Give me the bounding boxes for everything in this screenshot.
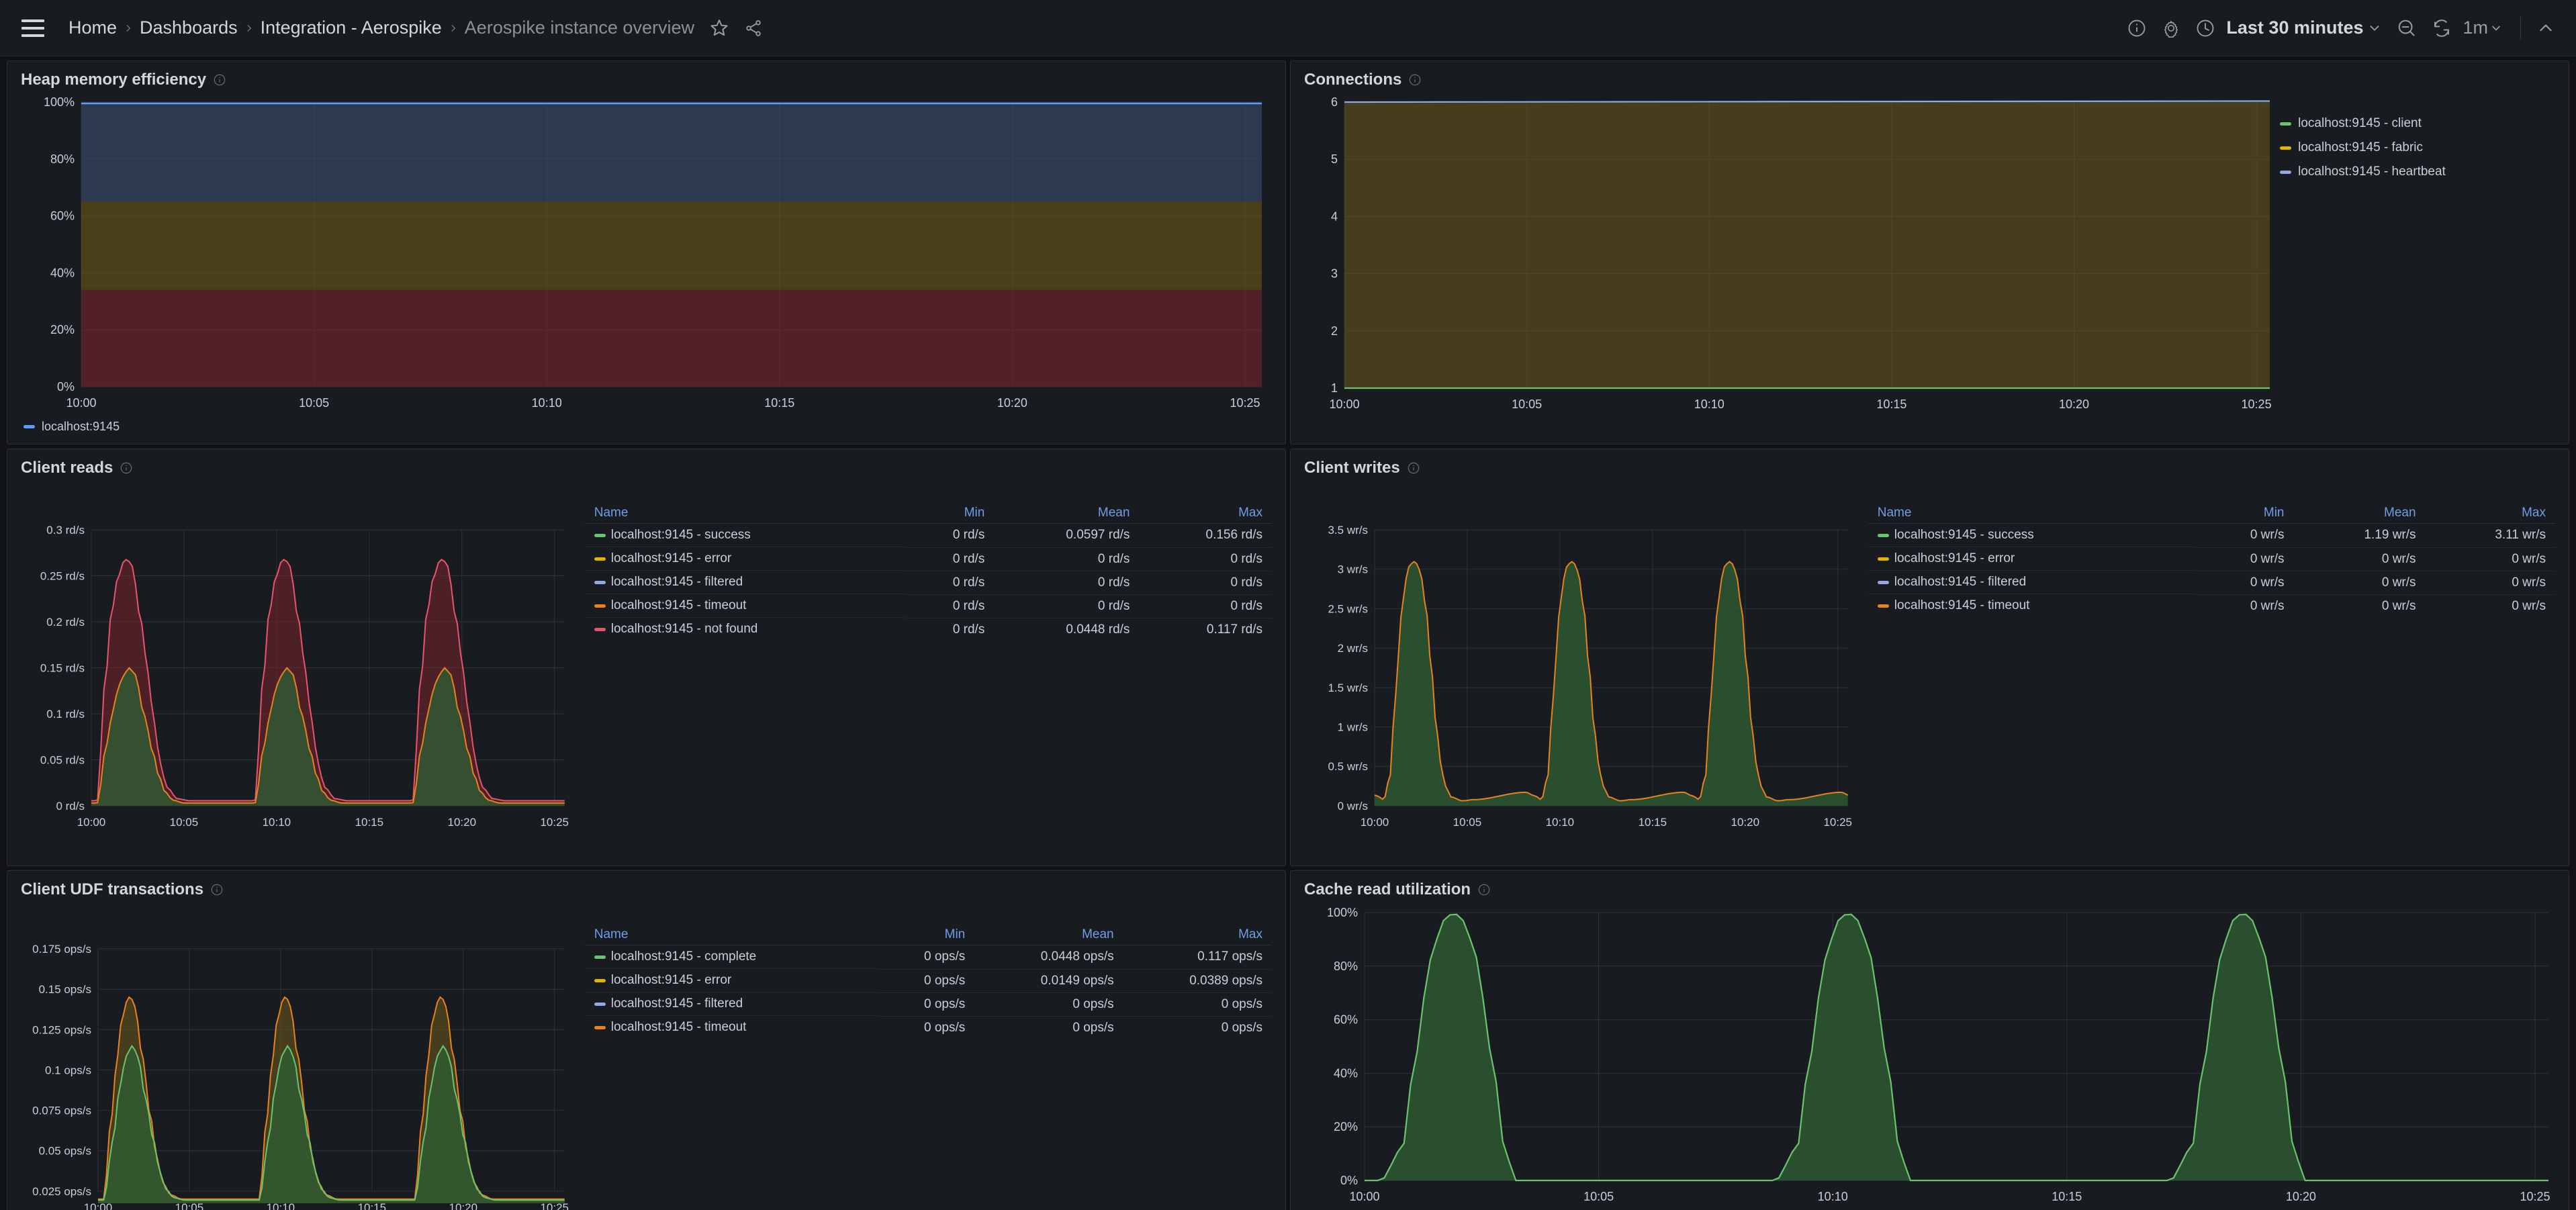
svg-text:3 wr/s: 3 wr/s [1338, 563, 1368, 576]
svg-text:10:15: 10:15 [1876, 398, 1906, 411]
svg-text:80%: 80% [50, 152, 75, 166]
svg-text:1: 1 [1331, 381, 1338, 395]
svg-text:10:25: 10:25 [1823, 816, 1852, 829]
svg-text:0.025 ops/s: 0.025 ops/s [32, 1185, 91, 1198]
svg-text:1.5 wr/s: 1.5 wr/s [1328, 682, 1367, 694]
svg-text:10:10: 10:10 [532, 396, 562, 410]
svg-text:0.15 ops/s: 0.15 ops/s [39, 983, 91, 996]
svg-text:0 rd/s: 0 rd/s [56, 800, 84, 812]
svg-text:0 wr/s: 0 wr/s [1338, 800, 1368, 812]
svg-text:10:10: 10:10 [1818, 1190, 1848, 1203]
svg-text:3.5 wr/s: 3.5 wr/s [1328, 524, 1367, 537]
svg-text:10:20: 10:20 [448, 816, 477, 829]
svg-text:80%: 80% [1334, 960, 1358, 973]
svg-text:0.05 rd/s: 0.05 rd/s [40, 753, 85, 766]
svg-text:60%: 60% [1334, 1013, 1358, 1027]
svg-text:0%: 0% [1340, 1174, 1358, 1187]
svg-text:10:10: 10:10 [1546, 816, 1575, 829]
svg-text:10:20: 10:20 [2059, 398, 2089, 411]
svg-text:100%: 100% [1327, 906, 1358, 919]
svg-text:0.5 wr/s: 0.5 wr/s [1328, 760, 1367, 773]
svg-text:0.125 ops/s: 0.125 ops/s [32, 1023, 91, 1036]
svg-text:10:15: 10:15 [358, 1201, 387, 1210]
svg-text:10:00: 10:00 [84, 1201, 113, 1210]
svg-text:10:00: 10:00 [77, 816, 106, 829]
svg-text:10:20: 10:20 [449, 1201, 478, 1210]
svg-text:10:15: 10:15 [1639, 816, 1667, 829]
svg-text:4: 4 [1331, 210, 1338, 223]
svg-text:0%: 0% [57, 380, 75, 393]
svg-text:10:10: 10:10 [1694, 398, 1724, 411]
svg-text:10:00: 10:00 [1330, 398, 1360, 411]
svg-text:20%: 20% [1334, 1120, 1358, 1133]
svg-text:1 wr/s: 1 wr/s [1338, 721, 1368, 734]
svg-text:10:15: 10:15 [355, 816, 384, 829]
svg-text:10:25: 10:25 [1230, 396, 1260, 410]
svg-text:10:20: 10:20 [997, 396, 1027, 410]
svg-text:0.05 ops/s: 0.05 ops/s [39, 1145, 91, 1158]
svg-text:2.5 wr/s: 2.5 wr/s [1328, 602, 1367, 615]
svg-text:0.15 rd/s: 0.15 rd/s [40, 661, 85, 674]
svg-text:6: 6 [1331, 95, 1338, 109]
svg-text:60%: 60% [50, 210, 75, 223]
svg-text:0.2 rd/s: 0.2 rd/s [46, 616, 85, 629]
svg-text:0.1 ops/s: 0.1 ops/s [45, 1064, 91, 1076]
svg-text:10:25: 10:25 [540, 816, 569, 829]
svg-text:0.3 rd/s: 0.3 rd/s [46, 524, 85, 537]
svg-text:10:10: 10:10 [263, 816, 291, 829]
svg-text:0.1 rd/s: 0.1 rd/s [46, 708, 85, 720]
svg-text:10:15: 10:15 [764, 396, 794, 410]
svg-text:2: 2 [1331, 324, 1338, 338]
svg-text:2 wr/s: 2 wr/s [1338, 642, 1368, 655]
svg-text:40%: 40% [50, 266, 75, 279]
svg-text:10:05: 10:05 [1453, 816, 1482, 829]
svg-text:10:25: 10:25 [540, 1201, 569, 1210]
svg-text:10:20: 10:20 [1731, 816, 1760, 829]
svg-text:10:00: 10:00 [1349, 1190, 1379, 1203]
svg-text:0.175 ops/s: 0.175 ops/s [32, 943, 91, 956]
svg-text:10:25: 10:25 [2242, 398, 2272, 411]
svg-text:10:00: 10:00 [66, 396, 96, 410]
svg-text:0.25 rd/s: 0.25 rd/s [40, 570, 85, 583]
svg-text:0.075 ops/s: 0.075 ops/s [32, 1105, 91, 1117]
svg-text:40%: 40% [1334, 1066, 1358, 1080]
svg-text:10:05: 10:05 [299, 396, 329, 410]
svg-text:10:15: 10:15 [2052, 1190, 2082, 1203]
svg-text:10:20: 10:20 [2286, 1190, 2316, 1203]
svg-text:20%: 20% [50, 323, 75, 336]
svg-text:3: 3 [1331, 267, 1338, 281]
svg-text:10:00: 10:00 [1361, 816, 1389, 829]
svg-text:10:05: 10:05 [1583, 1190, 1614, 1203]
svg-text:5: 5 [1331, 152, 1338, 166]
svg-text:10:05: 10:05 [1512, 398, 1542, 411]
svg-text:10:10: 10:10 [267, 1201, 295, 1210]
svg-text:10:25: 10:25 [2520, 1190, 2550, 1203]
svg-text:10:05: 10:05 [170, 816, 199, 829]
svg-text:100%: 100% [44, 95, 75, 109]
svg-text:10:05: 10:05 [175, 1201, 204, 1210]
